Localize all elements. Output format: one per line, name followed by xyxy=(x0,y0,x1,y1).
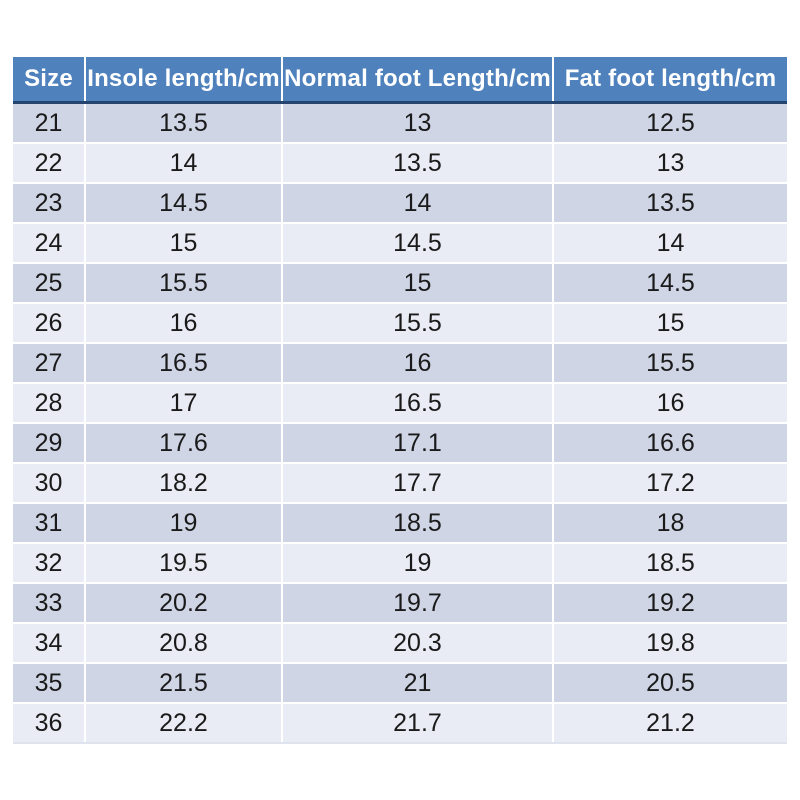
table-row: 27 16.5 16 15.5 xyxy=(13,343,787,384)
normal-foot-length-cell: 17.7 xyxy=(282,463,554,504)
table-row: 29 17.6 17.1 16.6 xyxy=(13,423,787,464)
header-cell-insole-length: Insole length/cm xyxy=(85,57,283,104)
normal-foot-length-cell: 13 xyxy=(282,102,554,144)
fat-foot-length-cell: 18.5 xyxy=(553,543,787,584)
fat-foot-length-cell: 15.5 xyxy=(553,343,787,384)
size-cell: 31 xyxy=(13,503,86,544)
normal-foot-length-cell: 15 xyxy=(282,263,554,304)
size-cell: 27 xyxy=(13,343,86,384)
header-cell-size: Size xyxy=(13,57,86,104)
normal-foot-length-cell: 14.5 xyxy=(282,223,554,264)
fat-foot-length-cell: 14.5 xyxy=(553,263,787,304)
insole-length-cell: 14.5 xyxy=(85,183,283,224)
table-row: 25 15.5 15 14.5 xyxy=(13,263,787,304)
size-cell: 35 xyxy=(13,663,86,704)
fat-foot-length-cell: 18 xyxy=(553,503,787,544)
size-cell: 24 xyxy=(13,223,86,264)
normal-foot-length-cell: 20.3 xyxy=(282,623,554,664)
insole-length-cell: 19 xyxy=(85,503,283,544)
table-row: 32 19.5 19 18.5 xyxy=(13,543,787,584)
table-row: 26 16 15.5 15 xyxy=(13,303,787,344)
insole-length-cell: 20.8 xyxy=(85,623,283,664)
normal-foot-length-cell: 18.5 xyxy=(282,503,554,544)
insole-length-cell: 13.5 xyxy=(85,102,283,144)
fat-foot-length-cell: 19.2 xyxy=(553,583,787,624)
fat-foot-length-cell: 15 xyxy=(553,303,787,344)
insole-length-cell: 15.5 xyxy=(85,263,283,304)
insole-length-cell: 20.2 xyxy=(85,583,283,624)
normal-foot-length-cell: 19.7 xyxy=(282,583,554,624)
fat-foot-length-cell: 21.2 xyxy=(553,703,787,744)
fat-foot-length-cell: 13.5 xyxy=(553,183,787,224)
table-row: 21 13.5 13 12.5 xyxy=(13,102,787,144)
table-row: 31 19 18.5 18 xyxy=(13,503,787,544)
table-row: 30 18.2 17.7 17.2 xyxy=(13,463,787,504)
size-chart-body: 21 13.5 13 12.5 22 14 13.5 13 23 14.5 14… xyxy=(13,102,787,744)
size-cell: 26 xyxy=(13,303,86,344)
table-row: 34 20.8 20.3 19.8 xyxy=(13,623,787,664)
insole-length-cell: 15 xyxy=(85,223,283,264)
fat-foot-length-cell: 14 xyxy=(553,223,787,264)
normal-foot-length-cell: 17.1 xyxy=(282,423,554,464)
insole-length-cell: 14 xyxy=(85,143,283,184)
size-chart-table: Size Insole length/cm Normal foot Length… xyxy=(13,57,787,744)
fat-foot-length-cell: 12.5 xyxy=(553,102,787,144)
normal-foot-length-cell: 21 xyxy=(282,663,554,704)
normal-foot-length-cell: 16 xyxy=(282,343,554,384)
normal-foot-length-cell: 13.5 xyxy=(282,143,554,184)
fat-foot-length-cell: 20.5 xyxy=(553,663,787,704)
table-header: Size Insole length/cm Normal foot Length… xyxy=(13,57,787,104)
size-cell: 28 xyxy=(13,383,86,424)
table-row: 36 22.2 21.7 21.2 xyxy=(13,703,787,744)
fat-foot-length-cell: 16.6 xyxy=(553,423,787,464)
size-cell: 33 xyxy=(13,583,86,624)
normal-foot-length-cell: 14 xyxy=(282,183,554,224)
table-row: 22 14 13.5 13 xyxy=(13,143,787,184)
insole-length-cell: 22.2 xyxy=(85,703,283,744)
normal-foot-length-cell: 21.7 xyxy=(282,703,554,744)
insole-length-cell: 16 xyxy=(85,303,283,344)
table-row: 35 21.5 21 20.5 xyxy=(13,663,787,704)
fat-foot-length-cell: 13 xyxy=(553,143,787,184)
normal-foot-length-cell: 16.5 xyxy=(282,383,554,424)
normal-foot-length-cell: 19 xyxy=(282,543,554,584)
table-row: 33 20.2 19.7 19.2 xyxy=(13,583,787,624)
size-cell: 29 xyxy=(13,423,86,464)
insole-length-cell: 16.5 xyxy=(85,343,283,384)
size-cell: 32 xyxy=(13,543,86,584)
header-row: Size Insole length/cm Normal foot Length… xyxy=(13,57,787,104)
insole-length-cell: 18.2 xyxy=(85,463,283,504)
size-cell: 22 xyxy=(13,143,86,184)
fat-foot-length-cell: 19.8 xyxy=(553,623,787,664)
normal-foot-length-cell: 15.5 xyxy=(282,303,554,344)
table-row: 23 14.5 14 13.5 xyxy=(13,183,787,224)
insole-length-cell: 17 xyxy=(85,383,283,424)
table-row: 24 15 14.5 14 xyxy=(13,223,787,264)
insole-length-cell: 19.5 xyxy=(85,543,283,584)
insole-length-cell: 17.6 xyxy=(85,423,283,464)
size-cell: 34 xyxy=(13,623,86,664)
size-cell: 23 xyxy=(13,183,86,224)
size-cell: 25 xyxy=(13,263,86,304)
size-cell: 21 xyxy=(13,102,86,144)
insole-length-cell: 21.5 xyxy=(85,663,283,704)
header-cell-normal-foot-length: Normal foot Length/cm xyxy=(282,57,554,104)
size-cell: 36 xyxy=(13,703,86,744)
size-cell: 30 xyxy=(13,463,86,504)
header-cell-fat-foot-length: Fat foot length/cm xyxy=(553,57,787,104)
fat-foot-length-cell: 17.2 xyxy=(553,463,787,504)
table-row: 28 17 16.5 16 xyxy=(13,383,787,424)
fat-foot-length-cell: 16 xyxy=(553,383,787,424)
